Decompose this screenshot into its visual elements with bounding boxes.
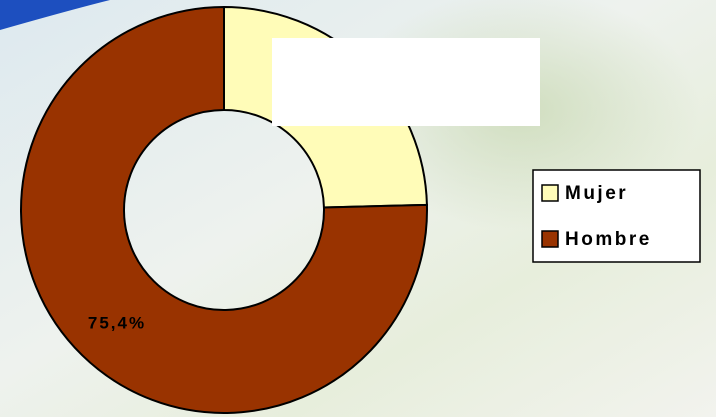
value-label: 75,4% <box>88 313 146 332</box>
legend-swatch <box>542 185 558 201</box>
legend-label: Mujer <box>565 183 628 204</box>
legend-swatch <box>542 231 558 247</box>
label-box <box>272 38 540 126</box>
chart: ♀ 24,6 %75,4% MujerHombre <box>0 0 716 417</box>
legend-label: Hombre <box>565 229 652 250</box>
